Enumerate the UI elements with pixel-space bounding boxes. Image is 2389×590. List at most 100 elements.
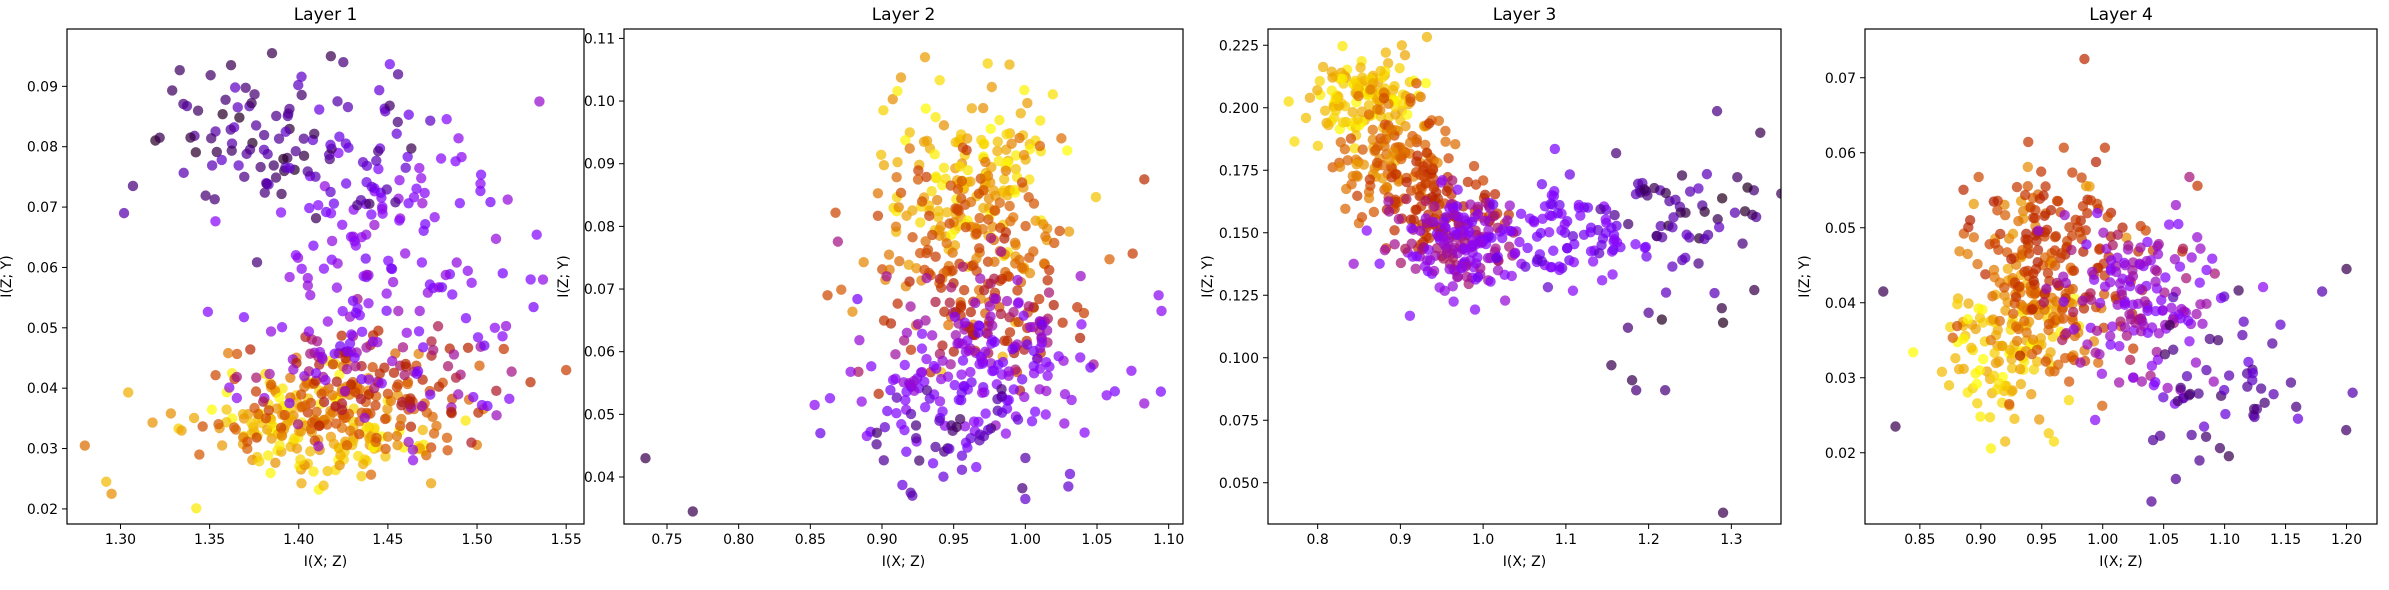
scatter-point: [2041, 283, 2052, 294]
scatter-point: [2067, 167, 2078, 178]
scatter-point: [1009, 184, 1020, 196]
scatter-point: [2077, 201, 2089, 212]
x-axis-label: I(X; Z): [1503, 554, 1546, 570]
scatter-point: [350, 240, 362, 251]
scatter-point: [2011, 335, 2023, 347]
scatter-point: [910, 433, 922, 444]
scatter-point: [1156, 305, 1167, 317]
scatter-point: [226, 145, 237, 156]
scatter-point: [935, 221, 947, 232]
scatter-point: [400, 162, 411, 174]
scatter-point: [2198, 421, 2210, 432]
scatter-point: [2014, 364, 2026, 375]
scatter-point: [995, 308, 1007, 320]
scatter-point: [310, 212, 322, 224]
scatter-point: [934, 396, 946, 407]
scatter-point: [901, 446, 912, 457]
scatter-point: [2191, 308, 2202, 320]
scatter-point: [356, 326, 368, 338]
x-tick-label: 1.0: [1472, 532, 1494, 548]
scatter-point: [276, 188, 287, 200]
scatter-point: [534, 96, 545, 107]
scatter-point: [340, 178, 352, 189]
scatter-point: [1552, 208, 1563, 219]
scatter-point: [910, 420, 922, 431]
scatter-point: [391, 382, 403, 393]
scatter-point: [1389, 239, 1400, 250]
scatter-point: [885, 384, 896, 396]
scatter-point: [388, 367, 400, 379]
y-tick-label: 0.05: [1825, 221, 1856, 237]
scatter-point: [1427, 162, 1438, 174]
scatter-point: [856, 396, 867, 407]
scatter-point: [961, 144, 972, 156]
scatter-point: [220, 94, 231, 105]
scatter-point: [407, 444, 419, 456]
x-tick-label: 1.30: [105, 532, 136, 548]
scatter-point: [2078, 303, 2090, 314]
scatter-point: [1347, 106, 1358, 118]
scatter-point: [441, 432, 453, 443]
scatter-point: [233, 160, 244, 171]
scatter-point: [1997, 340, 2008, 352]
scatter-point: [956, 387, 967, 398]
scatter-point: [815, 427, 826, 439]
scatter-point: [2237, 329, 2248, 341]
scatter-point: [391, 430, 403, 442]
scatter-point: [999, 233, 1010, 244]
scatter-point: [1420, 195, 1431, 207]
scatter-point: [1622, 322, 1634, 333]
scatter-point: [907, 232, 918, 243]
scatter-point: [1402, 109, 1413, 120]
scatter-point: [2056, 304, 2068, 315]
scatter-point: [338, 57, 349, 68]
scatter-point: [1028, 368, 1040, 379]
scatter-point: [892, 298, 903, 309]
scatter-point: [2043, 318, 2055, 330]
scatter-point: [976, 387, 988, 399]
scatter-point: [1977, 353, 1989, 365]
scatter-point: [2204, 333, 2215, 345]
scatter-point: [1528, 217, 1540, 228]
scatter-point: [1044, 361, 1055, 372]
scatter-point: [2186, 429, 2197, 441]
scatter-point: [313, 200, 324, 211]
scatter-point: [1365, 84, 1376, 95]
scatter-point: [537, 274, 549, 285]
scatter-point: [985, 123, 996, 135]
scatter-point: [878, 105, 889, 116]
scatter-point: [2007, 308, 2019, 319]
scatter-point: [2124, 280, 2136, 292]
y-tick-label: 0.03: [27, 442, 58, 458]
scatter-point: [397, 342, 409, 353]
scatter-point: [2085, 195, 2097, 206]
scatter-point: [982, 58, 993, 69]
scatter-point: [2070, 214, 2081, 226]
scatter-point: [1044, 264, 1055, 276]
scatter-point: [275, 422, 287, 434]
scatter-point: [2096, 368, 2108, 380]
scatter-point: [973, 327, 984, 338]
scatter-point: [2014, 350, 2026, 361]
scatter-point: [930, 171, 942, 182]
scatter-point: [2153, 328, 2165, 339]
scatter-point: [447, 289, 458, 300]
scatter-point: [1410, 263, 1421, 274]
scatter-point: [954, 161, 965, 172]
scatter-point: [924, 393, 935, 404]
scatter-point: [2193, 388, 2204, 399]
scatter-point: [2105, 255, 2117, 266]
scatter-point: [853, 366, 864, 378]
scatter-point: [347, 295, 359, 306]
scatter-point: [1423, 244, 1434, 256]
scatter-point: [1379, 244, 1391, 256]
scatter-point: [1363, 109, 1375, 120]
scatter-point: [1342, 155, 1353, 166]
scatter-point: [1573, 199, 1585, 211]
scatter-point: [361, 269, 372, 281]
scatter-point: [1568, 257, 1580, 268]
scatter-point: [210, 216, 221, 227]
x-tick-label: 1.45: [372, 532, 403, 548]
scatter-point: [345, 379, 357, 390]
scatter-point: [406, 143, 417, 154]
